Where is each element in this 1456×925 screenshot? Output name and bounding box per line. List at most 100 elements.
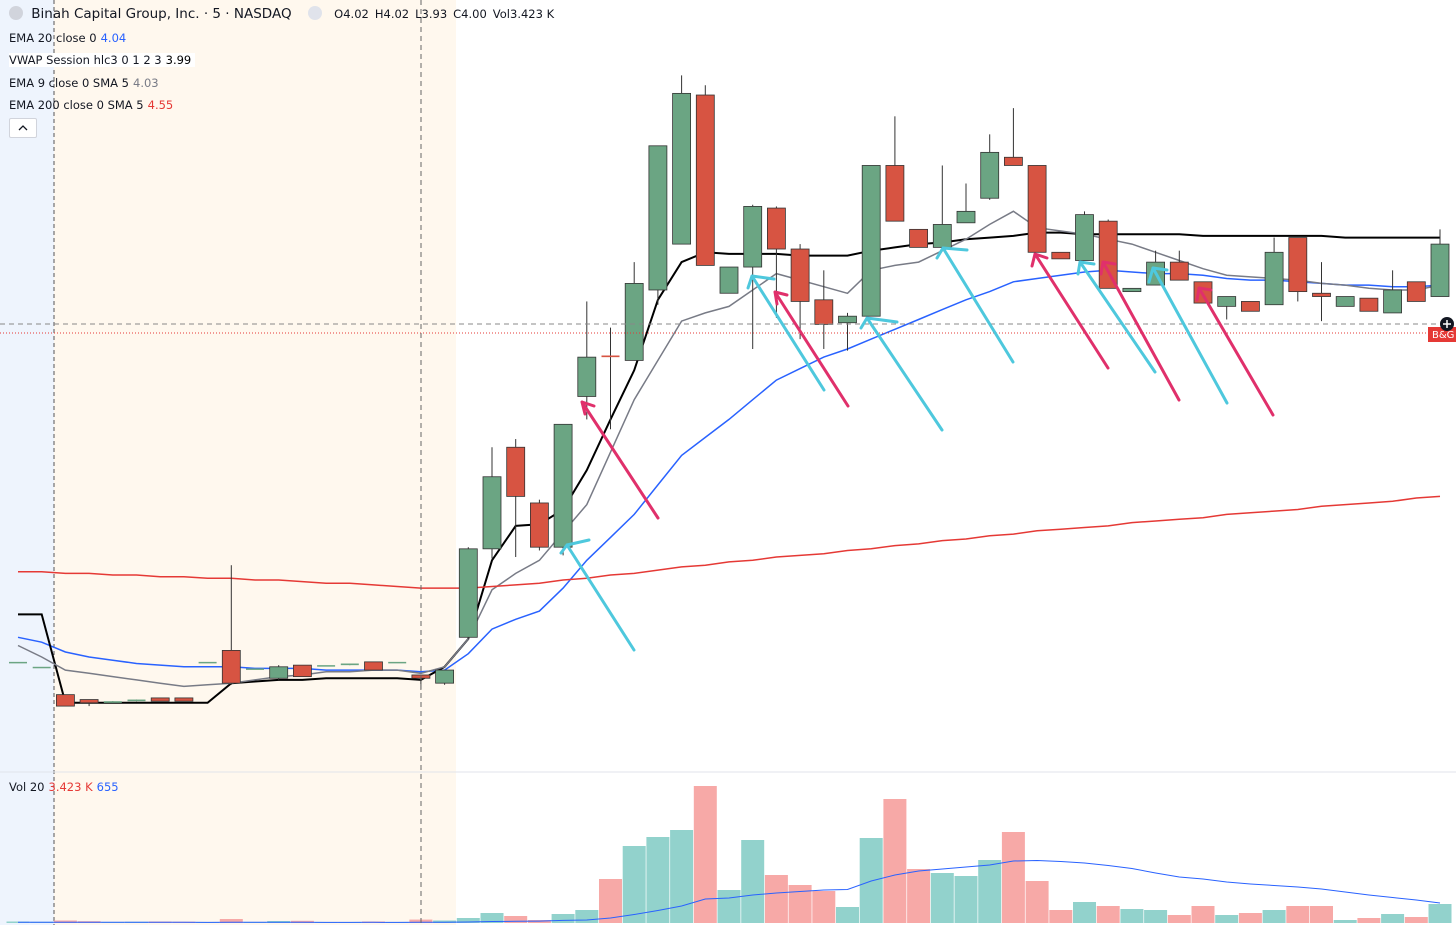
arrow — [1195, 286, 1275, 417]
symbol-name: Binah Capital Group, Inc. · 5 · NASDAQ — [31, 6, 292, 22]
candle-body — [506, 446, 526, 497]
volume-bar — [978, 860, 1002, 923]
candle-body — [767, 207, 786, 250]
collapse-legend-btn[interactable] — [9, 118, 37, 138]
candle-body — [909, 228, 928, 248]
volume-bar — [1310, 906, 1333, 923]
candle-body — [269, 666, 289, 679]
vol-name: Vol 20 — [9, 780, 45, 794]
volume-bar — [788, 885, 812, 923]
volume-bar — [1025, 881, 1049, 923]
volume-bar — [1167, 915, 1191, 923]
symbol-logo — [9, 6, 23, 20]
ind-value: 4.03 — [133, 76, 159, 90]
volume-bar — [1404, 917, 1428, 923]
arrow — [1147, 266, 1229, 405]
candle-body — [1312, 292, 1331, 297]
indicator-legend: EMA 200 close 0 SMA 5 4.55 — [9, 98, 177, 112]
indicator-legend: EMA 9 close 0 SMA 5 4.03 — [9, 76, 163, 90]
volume-bar — [1120, 909, 1144, 923]
arrow — [559, 538, 636, 652]
volume-bar — [1144, 910, 1168, 923]
volume-bar — [1286, 906, 1310, 923]
volume-bar — [1001, 832, 1025, 923]
collapse-btn[interactable] — [307, 6, 322, 20]
volume-bar — [883, 799, 907, 923]
volume-bar — [717, 890, 741, 923]
candle-body — [1075, 214, 1094, 261]
candle-body — [790, 248, 810, 302]
ind-value: 4.04 — [100, 31, 127, 45]
ind-value: 4.55 — [147, 98, 174, 112]
candle-body — [174, 697, 194, 702]
volume-bar — [456, 918, 480, 923]
candle-body — [292, 664, 312, 678]
arrow — [1076, 260, 1157, 374]
candle-body — [1098, 220, 1118, 289]
candle-body — [885, 165, 905, 222]
price-tag — [1428, 327, 1456, 342]
ind-name: EMA 20 close 0 — [9, 31, 97, 45]
ind-name: EMA 200 close 0 SMA 5 — [9, 98, 144, 112]
candle-body — [388, 661, 407, 664]
volume-bar — [741, 840, 765, 923]
volume-sma-line — [18, 859, 1441, 923]
price-tag-label: B&G — [1432, 330, 1454, 341]
ohlc-label: C — [453, 7, 462, 21]
candle-body — [1430, 243, 1450, 297]
arrow — [1030, 252, 1110, 370]
ohlc-label: H — [374, 7, 384, 21]
ohlc-label: L — [415, 7, 422, 21]
volume-bar — [1428, 904, 1452, 923]
candle-body — [530, 502, 549, 548]
volume-bar — [1381, 914, 1405, 923]
candle-body — [1288, 237, 1308, 293]
ohlc-value: 4.00 — [461, 7, 487, 21]
volume-bar — [622, 846, 646, 923]
indicator-legend: EMA 20 close 0 4.04 — [9, 31, 130, 45]
ohlc-value: 4.02 — [383, 7, 410, 21]
candle-body — [79, 699, 99, 704]
symbol-legend: Binah Capital Group, Inc. · 5 · NASDAQ O… — [9, 6, 564, 22]
chevron — [18, 125, 28, 131]
volume-bar — [599, 879, 622, 923]
vol-sma-value: 655 — [96, 780, 119, 794]
volume-bar — [670, 830, 694, 923]
candle-body — [435, 669, 455, 684]
ohlc-label: O — [334, 7, 344, 21]
arrow — [935, 246, 1015, 364]
candle-body — [980, 151, 1000, 199]
candle-body — [1051, 251, 1071, 260]
candle-body — [150, 697, 170, 702]
vol-value: 3.423 K — [48, 780, 93, 794]
ind-name: EMA 9 close 0 SMA 5 — [9, 76, 129, 90]
volume-bar — [575, 910, 599, 923]
candle-body — [1217, 296, 1237, 307]
candle-body — [246, 668, 264, 670]
session-bg — [54, 0, 456, 925]
volume-bar — [1262, 910, 1286, 923]
candle-body — [743, 206, 763, 268]
volume-bar — [1215, 915, 1239, 923]
ohlc: O4.02 H4.02 L3.93 C4.00 Vol3.423 K — [334, 7, 560, 21]
arrow — [580, 400, 660, 520]
volume-bar — [836, 907, 859, 923]
candle-body — [838, 315, 857, 324]
ohlc-value: 3.423 K — [510, 7, 555, 21]
indicator-line — [17, 269, 1441, 673]
candle-body — [1122, 287, 1142, 293]
candle-body — [340, 663, 359, 666]
volume-bar — [219, 919, 243, 923]
candle-body — [1335, 296, 1355, 307]
candle-body — [814, 299, 834, 325]
volume-legend: Vol 20 3.423 K 655 — [9, 780, 123, 794]
pre-market-bg — [0, 0, 54, 925]
candle-body — [32, 666, 51, 669]
volume-bar — [1333, 920, 1357, 923]
volume-bar — [1191, 906, 1215, 923]
candle-body — [553, 423, 573, 548]
candle-body — [601, 355, 620, 358]
volume-bar — [954, 876, 978, 923]
volume-bar — [812, 891, 836, 923]
